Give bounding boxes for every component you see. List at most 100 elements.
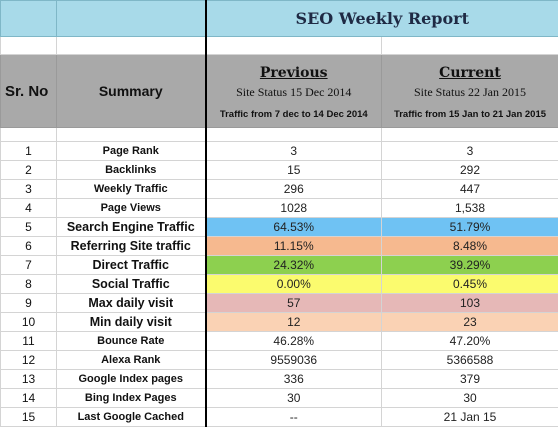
row-label[interactable]: Direct Traffic [56,255,206,275]
current-title: Current [439,64,501,81]
blank-row [0,36,558,55]
row-number[interactable]: 1 [0,141,57,161]
cell-b2[interactable] [56,36,206,55]
current-value[interactable]: 1,538 [381,198,558,218]
row-label[interactable]: Bounce Rate [56,331,206,351]
previous-range: Traffic from 7 dec to 14 Dec 2014 [219,108,368,120]
cell-a4[interactable] [0,127,57,142]
table-row: 7 Direct Traffic 24.32% 39.29% [0,255,558,275]
table-row: 1 Page Rank 3 3 [0,141,558,161]
cell-d4[interactable] [381,127,558,142]
table-row: 4 Page Views 1028 1,538 [0,198,558,218]
previous-value[interactable]: 1028 [204,198,382,218]
summary-header[interactable]: Summary [56,54,206,128]
row-number[interactable]: 14 [0,388,57,408]
row-number[interactable]: 7 [0,255,57,275]
table-row: 8 Social Traffic 0.00% 0.45% [0,274,558,294]
cell-b4[interactable] [56,127,206,142]
row-label[interactable]: Referring Site traffic [56,236,206,256]
previous-status: Site Status 15 Dec 2014 [236,84,352,99]
current-value[interactable]: 5366588 [381,350,558,370]
row-number[interactable]: 4 [0,198,57,218]
previous-value[interactable]: 24.32% [204,255,382,275]
row-label[interactable]: Min daily visit [56,312,206,332]
cell-c2[interactable] [204,36,382,55]
table-row: 5 Search Engine Traffic 64.53% 51.79% [0,217,558,237]
cell-b1[interactable] [56,0,206,37]
current-value[interactable]: 447 [381,179,558,199]
current-value[interactable]: 21 Jan 15 [381,407,558,427]
current-value[interactable]: 51.79% [381,217,558,237]
current-value[interactable]: 3 [381,141,558,161]
row-number[interactable]: 3 [0,179,57,199]
table-row: 10 Min daily visit 12 23 [0,312,558,332]
row-number[interactable]: 8 [0,274,57,294]
table-row: 2 Backlinks 15 292 [0,160,558,180]
row-label[interactable]: Social Traffic [56,274,206,294]
header-row: Sr. No Summary Previous Site Status 15 D… [0,54,558,128]
previous-value[interactable]: 0.00% [204,274,382,294]
previous-value[interactable]: 11.15% [204,236,382,256]
row-label[interactable]: Page Views [56,198,206,218]
cell-d2[interactable] [381,36,558,55]
previous-value[interactable]: -- [204,407,382,427]
row-number[interactable]: 12 [0,350,57,370]
previous-value[interactable]: 64.53% [204,217,382,237]
row-label[interactable]: Search Engine Traffic [56,217,206,237]
row-label[interactable]: Alexa Rank [56,350,206,370]
previous-value[interactable]: 3 [204,141,382,161]
cell-a1[interactable] [0,0,57,37]
previous-value[interactable]: 296 [204,179,382,199]
current-value[interactable]: 8.48% [381,236,558,256]
current-value[interactable]: 103 [381,293,558,313]
table-row: 3 Weekly Traffic 296 447 [0,179,558,199]
previous-value[interactable]: 12 [204,312,382,332]
previous-value[interactable]: 9559036 [204,350,382,370]
row-label[interactable]: Last Google Cached [56,407,206,427]
row-number[interactable]: 11 [0,331,57,351]
row-number[interactable]: 9 [0,293,57,313]
sr-no-header[interactable]: Sr. No [0,54,57,128]
previous-value[interactable]: 15 [204,160,382,180]
current-value[interactable]: 39.29% [381,255,558,275]
table-row: 13 Google Index pages 336 379 [0,369,558,389]
current-value[interactable]: 292 [381,160,558,180]
row-number[interactable]: 6 [0,236,57,256]
current-value[interactable]: 23 [381,312,558,332]
row-label[interactable]: Page Rank [56,141,206,161]
row-number[interactable]: 5 [0,217,57,237]
current-value[interactable]: 0.45% [381,274,558,294]
data-rows: 1 Page Rank 3 3 2 Backlinks 15 292 3 Weekly Traff… [0,141,558,427]
current-range: Traffic from 15 Jan to 21 Jan 2015 [393,108,547,120]
current-value[interactable]: 379 [381,369,558,389]
row-label[interactable]: Google Index pages [56,369,206,389]
cell-c4[interactable] [204,127,382,142]
table-row: 14 Bing Index Pages 30 30 [0,388,558,408]
row-number[interactable]: 10 [0,312,57,332]
row-number[interactable]: 15 [0,407,57,427]
table-row: 9 Max daily visit 57 103 [0,293,558,313]
previous-title: Previous [259,64,328,81]
previous-value[interactable]: 57 [204,293,382,313]
title-row: SEO Weekly Report [0,0,558,37]
previous-value[interactable]: 336 [204,369,382,389]
current-value[interactable]: 47.20% [381,331,558,351]
previous-value[interactable]: 46.28% [204,331,382,351]
row-label[interactable]: Max daily visit [56,293,206,313]
current-header[interactable]: Current Site Status 22 Jan 2015 Traffic … [381,54,558,128]
current-value[interactable]: 30 [381,388,558,408]
previous-value[interactable]: 30 [204,388,382,408]
table-row: 6 Referring Site traffic 11.15% 8.48% [0,236,558,256]
table-row: 15 Last Google Cached -- 21 Jan 15 [0,407,558,427]
row-number[interactable]: 2 [0,160,57,180]
row-number[interactable]: 13 [0,369,57,389]
previous-header[interactable]: Previous Site Status 15 Dec 2014 Traffic… [204,54,382,128]
table-row: 12 Alexa Rank 9559036 5366588 [0,350,558,370]
row-label[interactable]: Bing Index Pages [56,388,206,408]
cell-a2[interactable] [0,36,57,55]
row-label[interactable]: Backlinks [56,160,206,180]
row-label[interactable]: Weekly Traffic [56,179,206,199]
report-title[interactable]: SEO Weekly Report [204,0,558,37]
